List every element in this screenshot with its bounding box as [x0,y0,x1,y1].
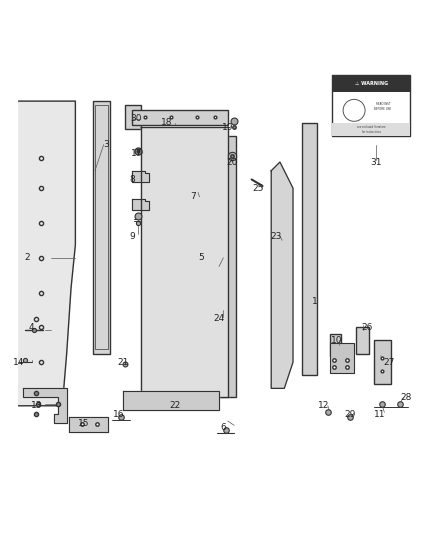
Text: 3: 3 [103,140,109,149]
Text: 6: 6 [220,423,226,432]
Text: 14: 14 [13,358,25,367]
Text: 10: 10 [331,336,342,345]
Polygon shape [141,127,228,397]
Bar [332,123,410,136]
Bar [95,106,108,349]
Text: 7: 7 [190,192,196,201]
Polygon shape [23,389,67,423]
Text: READ INST
BEFORE USE: READ INST BEFORE USE [374,102,392,111]
Text: 5: 5 [199,253,205,262]
Text: 27: 27 [383,358,395,367]
Text: 8: 8 [129,175,135,184]
Bar [330,343,354,373]
Text: 30: 30 [131,114,142,123]
Text: 22: 22 [170,401,181,410]
Bar [219,136,237,397]
Text: 13: 13 [31,401,42,410]
Bar [332,75,410,92]
Text: 9: 9 [129,231,135,240]
Polygon shape [132,199,149,210]
Text: 16: 16 [113,410,125,419]
Text: 11: 11 [374,410,386,419]
Bar [193,180,199,206]
Bar [93,101,110,353]
Text: 4: 4 [29,323,35,332]
Bar [332,75,410,136]
Text: 24: 24 [213,314,225,323]
Bar [356,327,369,353]
Text: 18: 18 [161,118,173,127]
Text: 25: 25 [252,184,264,192]
Text: ⚠ WARNING: ⚠ WARNING [355,81,388,86]
Text: 12: 12 [318,401,329,410]
Polygon shape [123,391,219,410]
Text: 15: 15 [78,419,90,427]
Text: 20: 20 [226,158,238,166]
Bar [149,136,219,389]
Polygon shape [19,101,75,406]
Text: 28: 28 [400,393,412,401]
Text: 31: 31 [370,158,381,166]
Text: 26: 26 [361,323,373,332]
Polygon shape [271,162,293,389]
Text: 1: 1 [312,297,318,306]
Polygon shape [132,171,149,182]
Text: see enclosed literature
for instructions: see enclosed literature for instructions [357,125,385,134]
Text: 21: 21 [117,358,129,367]
Text: 2: 2 [25,253,30,262]
Bar [302,123,317,375]
Bar [374,341,391,384]
Text: 19: 19 [222,123,233,132]
Bar [125,106,141,130]
Bar [132,110,228,125]
Polygon shape [69,417,108,432]
Text: 17: 17 [131,149,142,158]
Text: 23: 23 [270,231,281,240]
Text: 29: 29 [344,410,355,419]
Bar [330,334,341,356]
